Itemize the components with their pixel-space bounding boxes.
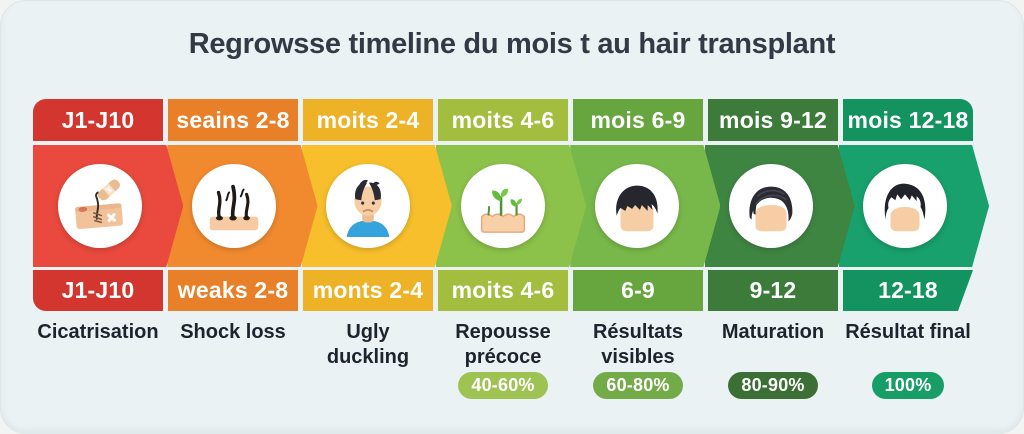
stage-7-icon-circle: [863, 164, 947, 248]
timeline-top-row: J1-J10 seains 2-8 moits 2-4 moits 4-6 mo…: [33, 99, 973, 141]
stage-4-icon-circle: [461, 164, 545, 248]
badge-cell-4: 40-60%: [438, 372, 568, 399]
top-label-stage-3: moits 2-4: [303, 99, 433, 141]
arrow-segment-2: [167, 145, 317, 267]
caption-resultats-visibles: Résultats visibles: [592, 321, 684, 368]
arrow-segment-1: [33, 145, 183, 267]
top-label-stage-1: J1-J10: [33, 99, 163, 141]
top-label-stage-6: mois 9-12: [708, 99, 838, 141]
stage-2-icon-circle: [192, 164, 276, 248]
caption-shock-loss: Shock loss: [180, 321, 286, 343]
stage-6-icon-circle: [729, 164, 813, 248]
top-label-stage-4: moits 4-6: [438, 99, 568, 141]
visible-results-icon: [606, 175, 668, 237]
arrow-segment-7: [839, 145, 989, 267]
badge-60-80: 60-80%: [593, 372, 683, 399]
early-regrowth-icon: [472, 175, 534, 237]
bottom-label-stage-2: weaks 2-8: [168, 270, 298, 311]
stage-5-icon-circle: [595, 164, 679, 248]
healing-skin-icon: [69, 175, 131, 237]
bottom-label-stage-6: 9-12: [708, 270, 838, 311]
stage-1-icon-circle: [58, 164, 142, 248]
caption-ugly-duckling: Ugly duckling: [326, 321, 410, 368]
top-label-stage-2: seains 2-8: [168, 99, 298, 141]
caption-maturation: Maturation: [721, 321, 825, 343]
ugly-duckling-icon: [337, 175, 399, 237]
badge-cell-1: [33, 372, 163, 399]
arrow-segment-6: [705, 145, 855, 267]
badge-cell-6: 80-90%: [708, 372, 838, 399]
timeline-bottom-row: J1-J10 weaks 2-8 monts 2-4 moits 4-6 6-9…: [33, 270, 973, 311]
bottom-label-stage-1: J1-J10: [33, 270, 163, 311]
final-result-icon: [874, 175, 936, 237]
top-label-stage-5: mois 6-9: [573, 99, 703, 141]
badge-cell-2: [168, 372, 298, 399]
arrow-segment-3: [302, 145, 452, 267]
top-label-stage-7: mois 12-18: [843, 99, 973, 141]
bottom-label-stage-4: moits 4-6: [438, 270, 568, 311]
badge-cell-7: 100%: [843, 372, 973, 399]
bottom-label-stage-5: 6-9: [573, 270, 703, 311]
caption-resultat-final: Résultat final: [845, 321, 971, 343]
badge-row: 40-60% 60-80% 80-90% 100%: [33, 372, 973, 399]
stage-3-icon-circle: [326, 164, 410, 248]
arrow-segment-5: [570, 145, 720, 267]
badge-100: 100%: [871, 372, 945, 399]
maturation-icon: [740, 175, 802, 237]
arrow-segment-4: [436, 145, 586, 267]
caption-cicatrisation: Cicatrisation: [37, 321, 159, 343]
badge-cell-5: 60-80%: [573, 372, 703, 399]
shock-loss-icon: [203, 175, 265, 237]
timeline-arrow-band: [33, 145, 989, 267]
badge-80-90: 80-90%: [728, 372, 818, 399]
page-title: Regrowsse timeline du mois t au hair tra…: [188, 28, 836, 60]
caption-repousse-precoce: Repousse précoce: [455, 321, 551, 368]
bottom-label-stage-3: monts 2-4: [303, 270, 433, 311]
bottom-label-stage-7: 12-18: [843, 270, 973, 311]
badge-cell-3: [303, 372, 433, 399]
caption-row: Cicatrisation Shock loss Ugly duckling R…: [33, 320, 973, 370]
badge-40-60: 40-60%: [458, 372, 548, 399]
